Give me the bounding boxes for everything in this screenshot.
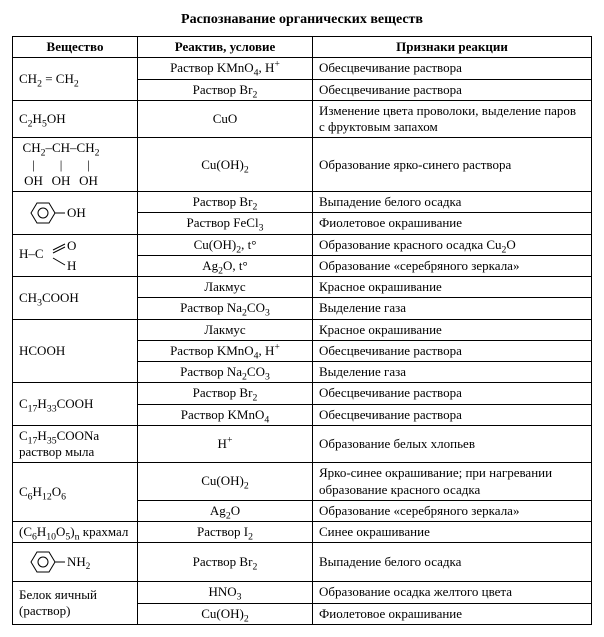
cell-reagent: Раствор Br2 bbox=[138, 192, 313, 213]
svg-text:H–C: H–C bbox=[19, 246, 44, 261]
cell-reagent: Cu(OH)2, t° bbox=[138, 234, 313, 255]
cell-reagent: Cu(OH)2 bbox=[138, 603, 313, 624]
cell-sign: Выделение газа bbox=[313, 298, 592, 319]
table-row: C17H33COOHРаствор Br2Обесцвечивание раст… bbox=[13, 383, 592, 404]
recognition-table: Вещество Реактив, условие Признаки реакц… bbox=[12, 36, 592, 625]
cell-sign: Синее окрашивание bbox=[313, 522, 592, 543]
table-row: C2H5OHCuOИзменение цвета проволоки, выде… bbox=[13, 100, 592, 138]
cell-reagent: Раствор Na2CO3 bbox=[138, 298, 313, 319]
cell-reagent: Раствор FeCl3 bbox=[138, 213, 313, 234]
table-row: CH2 = CH2Раствор KMnO4, H+Обесцвечивание… bbox=[13, 58, 592, 79]
cell-sign: Образование красного осадка Cu2O bbox=[313, 234, 592, 255]
cell-sign: Красное окрашивание bbox=[313, 319, 592, 340]
cell-substance: NH2 bbox=[13, 543, 138, 582]
cell-reagent: Cu(OH)2 bbox=[138, 138, 313, 192]
cell-substance: C17H35COONa раствор мыла bbox=[13, 425, 138, 463]
table-row: C17H35COONa раствор мылаH+Образование бе… bbox=[13, 425, 592, 463]
table-row: (C6H10O5)n крахмалРаствор I2Синее окраши… bbox=[13, 522, 592, 543]
cell-substance: C2H5OH bbox=[13, 100, 138, 138]
cell-sign: Изменение цвета проволоки, выделение пар… bbox=[313, 100, 592, 138]
cell-sign: Красное окрашивание bbox=[313, 277, 592, 298]
cell-reagent: CuO bbox=[138, 100, 313, 138]
cell-sign: Обесцвечивание раствора bbox=[313, 79, 592, 100]
cell-reagent: Раствор KMnO4, H+ bbox=[138, 58, 313, 79]
svg-text:NH2: NH2 bbox=[67, 554, 90, 571]
cell-substance: C6H12O6 bbox=[13, 463, 138, 522]
table-row: CH3COOHЛакмусКрасное окрашивание bbox=[13, 277, 592, 298]
cell-sign: Образование «серебряного зеркала» bbox=[313, 500, 592, 521]
cell-substance: (C6H10O5)n крахмал bbox=[13, 522, 138, 543]
svg-text:H: H bbox=[67, 258, 76, 272]
cell-sign: Обесцвечивание раствора bbox=[313, 58, 592, 79]
cell-sign: Образование белых хлопьев bbox=[313, 425, 592, 463]
table-row: OHРаствор Br2Выпадение белого осадка bbox=[13, 192, 592, 213]
cell-sign: Образование «серебряного зеркала» bbox=[313, 255, 592, 276]
cell-reagent: H+ bbox=[138, 425, 313, 463]
table-row: H–COHCu(OH)2, t°Образование красного оса… bbox=[13, 234, 592, 255]
cell-reagent: Cu(OH)2 bbox=[138, 463, 313, 501]
cell-substance: H–C OH bbox=[13, 234, 138, 277]
cell-reagent: Раствор I2 bbox=[138, 522, 313, 543]
cell-reagent: Раствор Br2 bbox=[138, 543, 313, 582]
cell-sign: Фиолетовое окрашивание bbox=[313, 603, 592, 624]
cell-reagent: Раствор KMnO4, H+ bbox=[138, 340, 313, 361]
cell-substance: CH3COOH bbox=[13, 277, 138, 320]
cell-sign: Ярко-синее окрашивание; при нагревании о… bbox=[313, 463, 592, 501]
cell-sign: Выпадение белого осадка bbox=[313, 192, 592, 213]
cell-reagent: Ag2O, t° bbox=[138, 255, 313, 276]
cell-sign: Выделение газа bbox=[313, 362, 592, 383]
cell-sign: Образование осадка желтого цвета bbox=[313, 582, 592, 603]
cell-reagent: Раствор Br2 bbox=[138, 79, 313, 100]
cell-reagent: Ag2O bbox=[138, 500, 313, 521]
cell-substance: HCOOH bbox=[13, 319, 138, 383]
cell-reagent: Раствор Br2 bbox=[138, 383, 313, 404]
cell-reagent: Лакмус bbox=[138, 277, 313, 298]
table-row: NH2 Раствор Br2Выпадение белого осадка bbox=[13, 543, 592, 582]
cell-substance: CH2 = CH2 bbox=[13, 58, 138, 101]
cell-sign: Обесцвечивание раствора bbox=[313, 383, 592, 404]
table-row: Белок яичный (раствор)HNO3Образование ос… bbox=[13, 582, 592, 603]
table-row: C6H12O6Cu(OH)2Ярко-синее окрашивание; пр… bbox=[13, 463, 592, 501]
header-reagent: Реактив, условие bbox=[138, 37, 313, 58]
cell-sign: Фиолетовое окрашивание bbox=[313, 213, 592, 234]
page-title: Распознавание органических веществ bbox=[12, 12, 592, 28]
table-row: CH2–CH–CH2|||OHOHOHCu(OH)2Образование яр… bbox=[13, 138, 592, 192]
svg-text:OH: OH bbox=[67, 205, 86, 220]
cell-sign: Образование ярко-синего раствора bbox=[313, 138, 592, 192]
svg-text:O: O bbox=[67, 238, 76, 253]
cell-substance: OH bbox=[13, 192, 138, 235]
table-row: HCOOHЛакмусКрасное окрашивание bbox=[13, 319, 592, 340]
header-sign: Признаки реакции bbox=[313, 37, 592, 58]
cell-reagent: HNO3 bbox=[138, 582, 313, 603]
cell-substance: C17H33COOH bbox=[13, 383, 138, 426]
cell-sign: Обесцвечивание раствора bbox=[313, 404, 592, 425]
cell-substance: CH2–CH–CH2|||OHOHOH bbox=[13, 138, 138, 192]
cell-sign: Выпадение белого осадка bbox=[313, 543, 592, 582]
header-substance: Вещество bbox=[13, 37, 138, 58]
cell-substance: Белок яичный (раствор) bbox=[13, 582, 138, 625]
cell-reagent: Раствор KMnO4 bbox=[138, 404, 313, 425]
cell-reagent: Лакмус bbox=[138, 319, 313, 340]
cell-reagent: Раствор Na2CO3 bbox=[138, 362, 313, 383]
cell-sign: Обесцвечивание раствора bbox=[313, 340, 592, 361]
